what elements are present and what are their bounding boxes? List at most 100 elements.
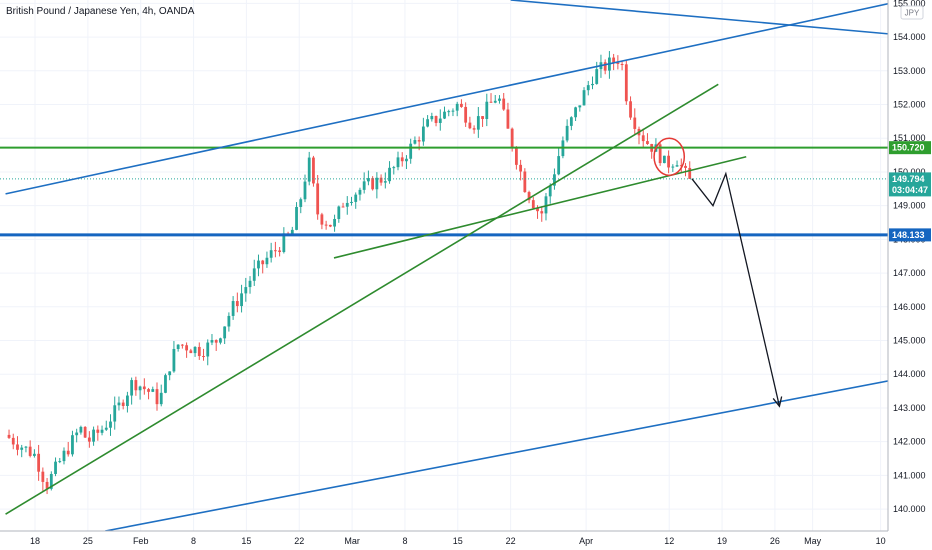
candle (20, 447, 24, 450)
candle (312, 157, 315, 184)
candle (557, 156, 561, 175)
candle (71, 435, 74, 455)
annotations (653, 137, 783, 408)
candle (324, 224, 328, 226)
candle (350, 201, 353, 203)
x-tick-label: 25 (83, 536, 93, 546)
candle (379, 177, 383, 183)
x-tick-label: 22 (506, 536, 516, 546)
candle (616, 62, 620, 65)
candle (476, 116, 480, 130)
candle (100, 429, 104, 433)
y-tick-label: 147.000 (893, 268, 926, 278)
candle (536, 208, 539, 212)
candle (527, 192, 531, 201)
candle (41, 471, 45, 482)
candle (252, 268, 256, 281)
candle (121, 402, 125, 406)
candle (375, 177, 379, 190)
candle (24, 446, 28, 448)
candle (45, 481, 49, 489)
x-tick-label: 8 (402, 536, 407, 546)
candle (612, 57, 616, 63)
candle (96, 429, 100, 433)
candle (481, 116, 484, 120)
candle (244, 287, 248, 294)
candle (447, 111, 451, 113)
candle (66, 450, 70, 455)
price-axis[interactable] (888, 0, 932, 531)
candle (354, 194, 358, 202)
candle (514, 148, 518, 165)
candle (303, 181, 307, 200)
candle (367, 178, 370, 182)
candle (451, 110, 455, 112)
candle (202, 356, 205, 358)
x-tick-label: 26 (770, 536, 780, 546)
candle (667, 155, 670, 168)
candle (37, 453, 41, 472)
candle (620, 64, 624, 66)
candle (223, 326, 227, 339)
x-tick-label: Apr (579, 536, 593, 546)
candle (578, 105, 582, 108)
candle (455, 103, 459, 111)
candle (498, 98, 501, 101)
candle (164, 375, 167, 393)
candle (400, 157, 404, 162)
candle (75, 432, 79, 436)
candle (595, 69, 599, 84)
candle (206, 342, 210, 357)
chart-title: British Pound / Japanese Yen, 4h, OANDA (6, 6, 195, 17)
candle (214, 340, 218, 343)
candle (464, 106, 468, 123)
x-tick-label: Mar (344, 536, 360, 546)
candle (337, 206, 341, 219)
candle (409, 143, 413, 159)
price-axis-ticks: 140.000 141.000 142.000 143.000 144.000 145.0… (893, 0, 926, 514)
candle (261, 260, 265, 265)
candle (633, 117, 637, 129)
candle (316, 183, 320, 215)
candle (531, 200, 535, 209)
candle (130, 380, 134, 396)
candle (362, 181, 366, 190)
candle (273, 250, 277, 252)
candle (688, 167, 692, 179)
candle (553, 174, 556, 186)
price-label-box (889, 228, 931, 242)
candle (197, 346, 201, 357)
x-tick-label: 22 (294, 536, 304, 546)
candle (540, 211, 544, 214)
candle (104, 427, 108, 430)
candle (49, 473, 53, 489)
candle (265, 257, 269, 265)
y-tick-label: 143.000 (893, 403, 926, 413)
candle (172, 348, 176, 372)
candle (345, 202, 349, 207)
candle (519, 164, 523, 172)
candle (282, 233, 286, 253)
candle (299, 199, 303, 207)
candle (307, 157, 311, 182)
candle (591, 83, 594, 86)
candle (295, 206, 298, 230)
candle (472, 128, 476, 130)
candle (489, 101, 493, 103)
candle (185, 345, 189, 351)
candle (11, 437, 15, 445)
candle (582, 90, 586, 106)
candle (493, 100, 497, 103)
y-tick-label: 152.000 (893, 100, 926, 110)
time-axis-ticks: 18 25 Feb 8 15 22 Mar 8 15 22 Apr 12 19 26 May 10 (30, 536, 886, 546)
candle (569, 117, 573, 126)
candle (231, 301, 235, 316)
candles (7, 51, 692, 495)
x-tick-label: 8 (191, 536, 196, 546)
candle (396, 157, 400, 168)
time-axis[interactable] (0, 531, 932, 550)
candle (28, 446, 32, 456)
grid (0, 0, 888, 531)
y-tick-label: 142.000 (893, 437, 926, 447)
